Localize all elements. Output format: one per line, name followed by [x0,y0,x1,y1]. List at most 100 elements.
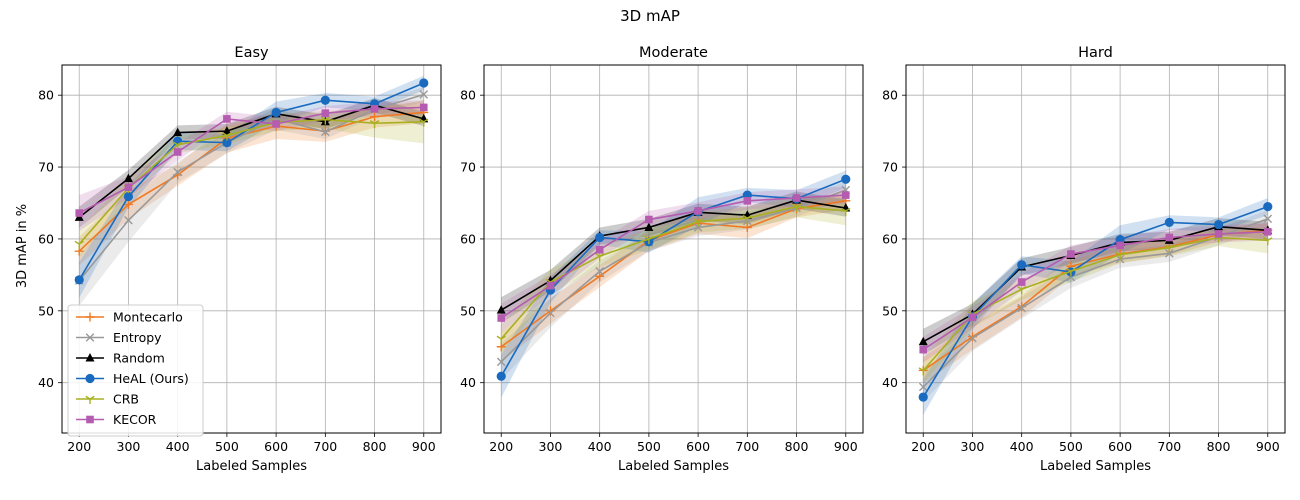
marker-square [645,215,653,224]
data-point-kecor [419,103,428,112]
marker-triangle [173,127,183,137]
marker-square [1165,233,1174,242]
x-axis-label: Labeled Samples [618,459,729,474]
x-tick-label: 900 [834,439,858,454]
series-line-random [500,199,846,311]
marker-x [321,127,330,137]
marker-plus [123,199,133,209]
marker-square [968,313,977,322]
marker-x [693,223,703,232]
data-point-entropy [1017,303,1026,313]
marker-tri-down [791,203,802,212]
marker-x [968,333,977,343]
band-random [501,191,846,324]
panel-title: Hard [1078,45,1113,61]
marker-x [1017,303,1026,313]
data-point-heal-ours [271,107,281,118]
marker-square [1263,227,1272,236]
marker-tri-down [1017,286,1027,295]
data-point-heal-ours [74,275,84,285]
y-tick-label: 60 [460,231,476,246]
x-axis-label: Labeled Samples [1040,459,1151,474]
data-point-entropy [1263,214,1273,224]
marker-circle [1164,217,1174,228]
marker-square [1214,230,1223,238]
legend-label: CRB [113,392,139,407]
series-line-crb [500,205,846,340]
x-axis-label: Labeled Samples [196,459,307,474]
marker-square [743,197,752,205]
y-tick-label: 50 [882,303,898,318]
data-point-kecor [1165,233,1174,242]
marker-x [918,382,928,392]
x-tick-label: 600 [686,439,710,454]
marker-x [419,90,429,99]
band-entropy [501,181,846,380]
plot-frame [61,64,442,434]
axis-ticks: 200 300 400 500 600 700 800 900 40 50 60 70 80 [460,88,858,454]
marker-circle [918,392,928,402]
data-point-random [222,126,232,135]
data-point-heal-ours [841,174,851,184]
data-point-kecor [370,105,379,113]
data-point-entropy [496,357,506,367]
data-point-montecarlo [595,271,605,281]
legend-swatch-marker [85,373,95,384]
data-point-heal-ours [320,95,330,105]
data-point-kecor [124,183,133,191]
x-tick-label: 300 [961,439,985,454]
x-tick-label: 400 [588,439,612,454]
data-point-crb [320,116,330,125]
legend-entry-crb: CRB [76,392,139,407]
data-point-entropy [1165,249,1174,258]
data-point-kecor [272,120,280,128]
marker-square [86,415,94,424]
marker-square [841,191,850,199]
data-point-entropy [918,382,928,392]
marker-triangle [644,222,654,231]
marker-tri-down [644,235,654,244]
marker-tri-down [496,335,506,344]
marker-tri-down [85,395,95,404]
series-line-random [78,104,424,219]
data-point-heal-ours [496,371,506,381]
series-line-heal-ours [922,205,1269,398]
data-point-kecor [223,115,231,123]
data-point-random [918,336,928,346]
data-point-random [173,127,183,137]
marker-square [694,207,702,215]
y-tick-label: 40 [38,375,54,390]
marker-tri-down [742,214,752,224]
marker-tri-down [369,120,380,129]
y-tick-label: 40 [882,375,898,390]
data-point-random [496,305,506,314]
x-tick-label: 600 [1108,439,1132,454]
series-kecor [497,191,850,322]
marker-x [124,215,133,225]
marker-square [124,183,133,191]
panels: 200 300 400 500 600 700 800 900 40 50 60 70 80 Easy La… [38,45,1286,474]
marker-x [595,266,604,276]
y-tick-label: 70 [882,160,898,175]
figure-suptitle: 3D mAP [620,7,680,25]
x-tick-label: 500 [1059,439,1083,454]
data-point-crb [918,367,928,376]
y-tick-label: 60 [38,231,54,246]
marker-square [546,281,555,290]
marker-square [1017,278,1026,286]
x-tick-label: 800 [363,439,387,454]
marker-square [370,105,379,113]
legend-entry-entropy: Entropy [76,330,162,345]
legend-entry-montecarlo: Montecarlo [76,310,183,325]
band-random [79,98,424,229]
x-tick-label: 900 [412,439,436,454]
marker-circle [1213,219,1224,230]
data-point-heal-ours [419,78,429,88]
data-point-kecor [595,245,604,254]
marker-triangle [496,305,506,314]
marker-circle [841,174,851,184]
data-point-kecor [75,209,84,217]
plot-frame [905,64,1286,434]
y-tick-label: 70 [38,160,54,175]
data-point-kecor [497,314,506,322]
